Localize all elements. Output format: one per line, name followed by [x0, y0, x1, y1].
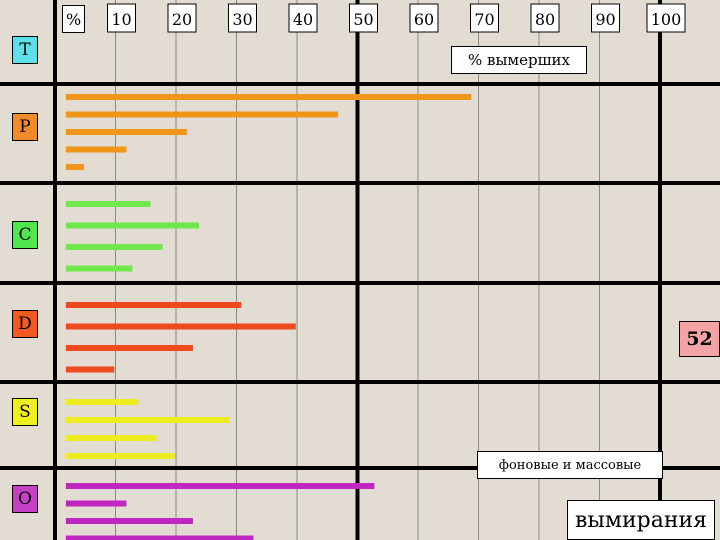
bar-P-1	[65, 111, 339, 118]
x-tick-box-90	[591, 3, 620, 33]
bar-C-2	[65, 244, 163, 250]
x-tick-box-70	[470, 3, 499, 33]
period-label-C: C	[18, 225, 32, 245]
period-label-T: T	[19, 40, 31, 60]
extinctions-box: вымирания	[567, 500, 715, 540]
bar-O-3	[65, 535, 254, 540]
pct-extinct-box: % вымерших	[451, 46, 587, 74]
bar-O-2	[65, 518, 193, 524]
x-tick-box-80	[530, 3, 560, 33]
bar-C-0	[65, 201, 151, 207]
bar-D-0	[65, 302, 242, 308]
x-tick-box-10	[107, 3, 136, 33]
percent-sign-label: %	[66, 9, 82, 29]
bar-C-3	[65, 265, 133, 272]
bar-D-1	[65, 323, 296, 330]
x-tick-box-100	[646, 3, 686, 33]
bar-S-0	[65, 399, 139, 405]
x-tick-label-50: 50	[353, 10, 373, 29]
x-tick-label-60: 60	[414, 10, 434, 29]
period-label-S: S	[19, 402, 31, 422]
period-separator-4	[0, 466, 720, 470]
x-tick-label-40: 40	[293, 10, 313, 29]
x-tick-box-30	[228, 3, 257, 33]
bar-P-0	[65, 94, 472, 100]
x-tick-label-100: 100	[651, 10, 682, 29]
percent-sign-box: %	[62, 5, 86, 33]
period-label-P: P	[19, 117, 31, 137]
bar-D-2	[65, 345, 193, 351]
period-label-D: D	[18, 314, 32, 334]
x-tick-box-20	[167, 3, 197, 33]
bar-S-2	[65, 435, 157, 441]
period-box-S: S	[12, 398, 38, 426]
bar-C-1	[65, 222, 199, 229]
period-box-D: D	[12, 310, 38, 338]
x-tick-label-20: 20	[172, 10, 192, 29]
period-separator-1	[0, 181, 720, 185]
x-tick-label-80: 80	[535, 10, 555, 29]
x-tick-label-90: 90	[595, 10, 615, 29]
period-box-C: C	[12, 221, 38, 249]
x-tick-box-40	[288, 3, 318, 33]
bar-P-4	[65, 164, 85, 170]
bar-O-1	[65, 500, 127, 507]
background-mass-label: фоновые и массовые	[498, 457, 642, 473]
period-box-O: O	[12, 485, 38, 513]
bar-P-2	[65, 129, 187, 135]
x-tick-label-30: 30	[232, 10, 252, 29]
x-tick-box-60	[409, 3, 439, 33]
period-label-O: O	[18, 489, 32, 509]
period-box-P: P	[12, 113, 38, 141]
value-52-label: 52	[686, 328, 713, 350]
bar-S-1	[65, 417, 230, 423]
period-box-T: T	[12, 36, 38, 64]
bar-P-3	[65, 146, 127, 153]
period-separator-0	[0, 82, 720, 86]
period-separator-3	[0, 380, 720, 384]
x-tick-label-10: 10	[111, 10, 131, 29]
bar-D-3	[65, 366, 115, 373]
period-separator-2	[0, 281, 720, 285]
x-tick-label-70: 70	[474, 10, 494, 29]
value-52-box: 52	[679, 321, 720, 357]
x-tick-box-50	[349, 3, 378, 33]
extinctions-label: вымирания	[574, 507, 708, 533]
background-mass-box: фоновые и массовые	[477, 451, 663, 479]
bar-O-0	[65, 483, 375, 489]
pct-extinct-label: % вымерших	[468, 51, 570, 69]
bar-S-3	[65, 453, 175, 459]
